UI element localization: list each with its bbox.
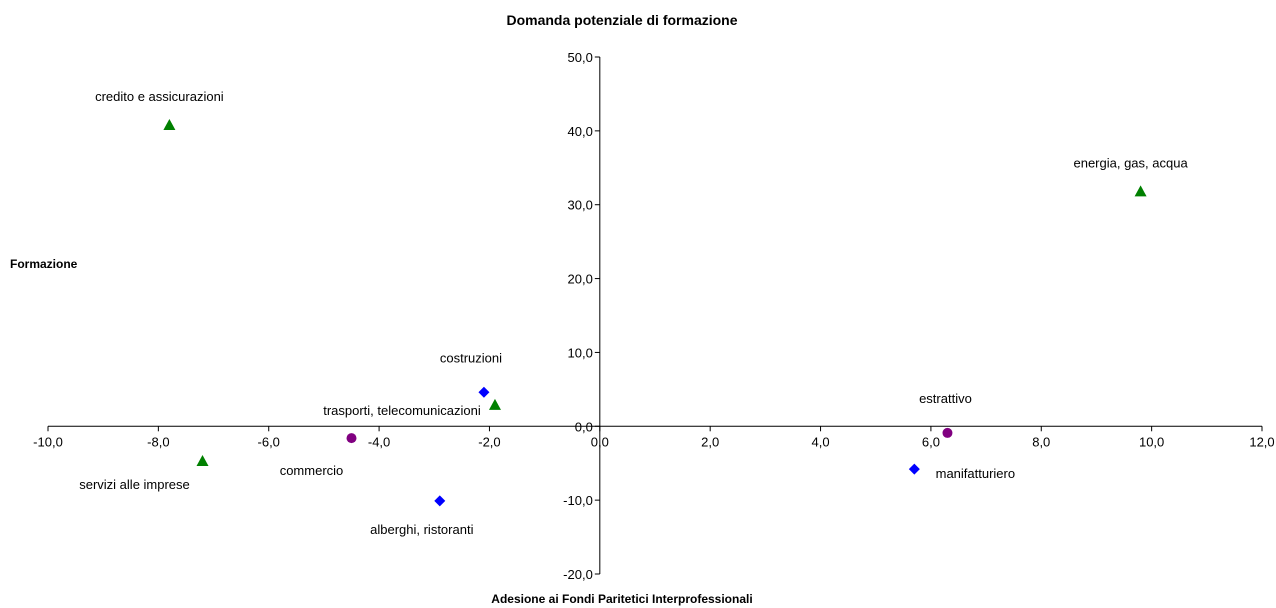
x-tick-label: 12,0: [1249, 434, 1274, 449]
point-label-servizi-alle-imprese: servizi alle imprese: [79, 477, 190, 492]
y-tick-label: 50,0: [568, 50, 593, 65]
y-tick-label: -20,0: [563, 567, 593, 582]
point-label-trasporti-telecomunicazioni: trasporti, telecomunicazioni: [323, 403, 481, 418]
point-labels: credito e assicurazioni energia, gas, acq…: [79, 89, 1188, 537]
data-points: [163, 118, 1147, 507]
point-label-estrattivo: estrattivo: [919, 391, 972, 406]
x-tick-label: 4,0: [812, 434, 830, 449]
point-marker-commercio: [346, 433, 357, 444]
y-tick-label: -10,0: [563, 493, 593, 508]
point-label-costruzioni: costruzioni: [440, 350, 502, 365]
point-label-commercio: commercio: [280, 463, 344, 478]
y-tick-label: 40,0: [568, 124, 593, 139]
x-tick-label: -8,0: [147, 434, 169, 449]
x-tick-label: 2,0: [701, 434, 719, 449]
point-marker-credito-e-assicurazioni: [163, 118, 176, 130]
point-marker-estrattivo: [942, 427, 953, 438]
x-tick-label: -6,0: [258, 434, 280, 449]
y-axis-label: Formazione: [10, 257, 78, 271]
point-marker-energia-gas-acqua: [1134, 185, 1147, 197]
axes: -10,0 -8,0 -6,0 -4,0 -2,0 0,0 2,0 4,0 6,0 8,0 10,0…: [33, 50, 1274, 582]
y-tick-label: 0,0: [575, 419, 593, 434]
x-tick-label: 0,0: [591, 434, 609, 449]
point-marker-trasporti-telecomunicazioni: [488, 398, 501, 410]
x-axis-label: Adesione ai Fondi Paritetici Interprofes…: [491, 592, 752, 606]
point-marker-costruzioni: [478, 386, 490, 398]
x-tick-label: 8,0: [1032, 434, 1050, 449]
x-tick-label: 6,0: [922, 434, 940, 449]
point-label-energia-gas-acqua: energia, gas, acqua: [1073, 155, 1188, 170]
point-label-alberghi-ristoranti: alberghi, ristoranti: [370, 522, 473, 537]
point-marker-servizi-alle-imprese: [196, 454, 209, 466]
point-marker-manifatturiero: [908, 463, 920, 475]
y-tick-label: 10,0: [568, 345, 593, 360]
x-tick-label: -2,0: [478, 434, 500, 449]
x-tick-label: -4,0: [368, 434, 390, 449]
point-label-credito-e-assicurazioni: credito e assicurazioni: [95, 89, 224, 104]
point-label-manifatturiero: manifatturiero: [936, 466, 1015, 481]
x-tick-label: 10,0: [1139, 434, 1164, 449]
y-tick-label: 30,0: [568, 198, 593, 213]
y-tick-label: 20,0: [568, 272, 593, 287]
chart-title: Domanda potenziale di formazione: [506, 12, 737, 28]
point-marker-alberghi-ristoranti: [434, 495, 446, 507]
x-tick-label: -10,0: [33, 434, 63, 449]
